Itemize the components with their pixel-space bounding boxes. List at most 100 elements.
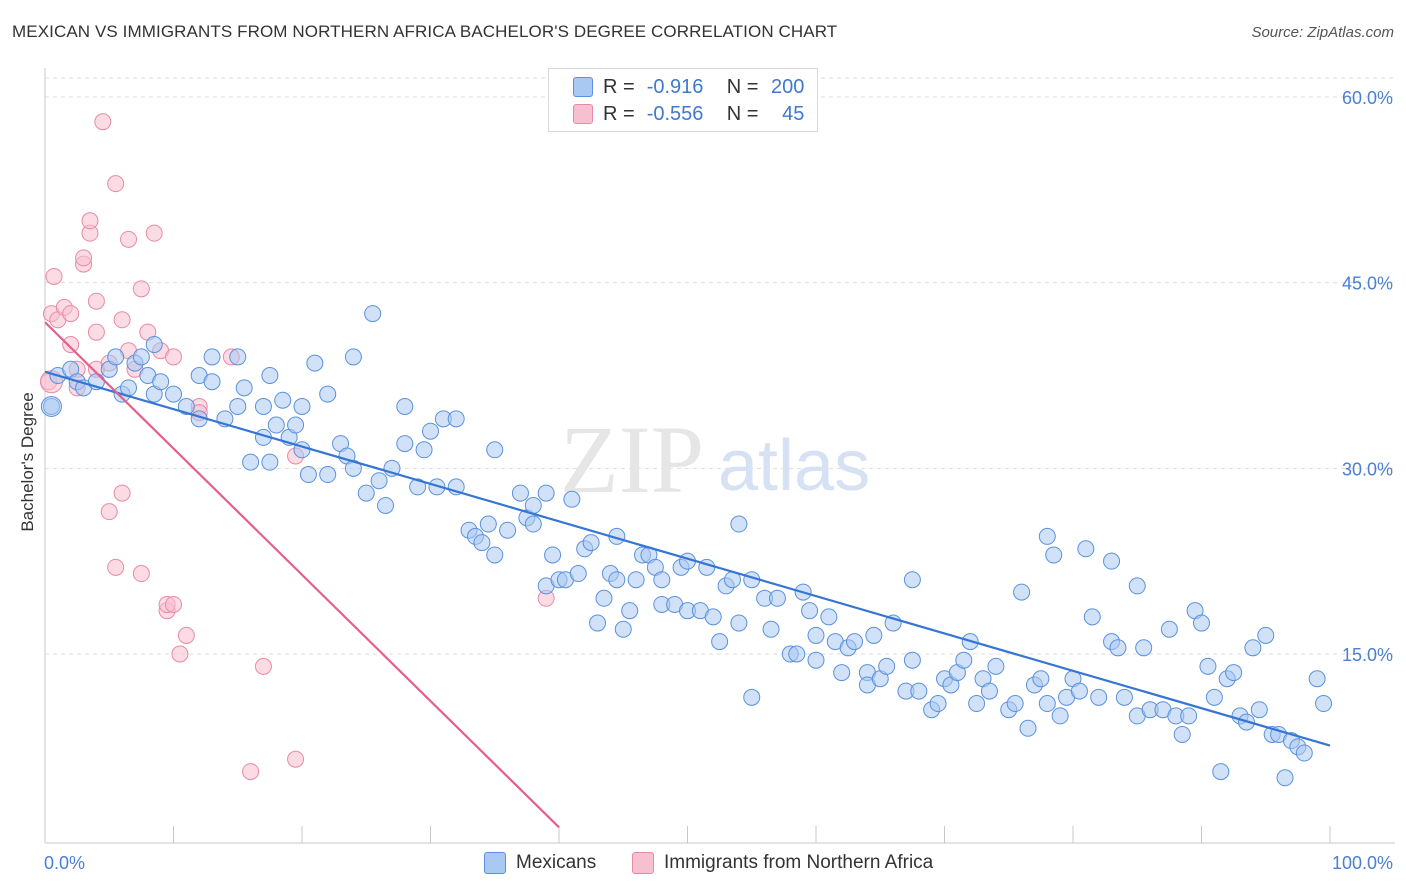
- data-point-mexicans: [1083, 608, 1101, 626]
- data-point-mexicans: [614, 620, 632, 638]
- data-point-immigrants: [132, 280, 150, 298]
- data-point-mexicans: [357, 484, 375, 502]
- data-point-mexicans: [235, 379, 253, 397]
- data-point-mexicans: [537, 484, 555, 502]
- data-point-immigrants: [113, 484, 131, 502]
- data-point-immigrants: [107, 175, 125, 193]
- y-tick-label: 30.0%: [1342, 459, 1393, 479]
- data-point-mexicans: [1051, 707, 1069, 725]
- data-point-mexicans: [1250, 701, 1268, 719]
- data-point-mexicans: [582, 534, 600, 552]
- data-point-mexicans: [377, 496, 395, 514]
- bottom-legend-mexicans: Mexicans: [484, 852, 596, 874]
- data-point-mexicans: [987, 657, 1005, 675]
- data-point-mexicans: [968, 695, 986, 713]
- data-point-mexicans: [1308, 670, 1326, 688]
- data-point-mexicans: [865, 626, 883, 644]
- data-point-mexicans: [409, 478, 427, 496]
- data-point-immigrants: [45, 267, 63, 285]
- data-point-mexicans: [1180, 707, 1198, 725]
- data-point-mexicans: [1090, 688, 1108, 706]
- data-point-immigrants: [62, 305, 80, 323]
- data-point-mexicans: [447, 410, 465, 428]
- data-point-mexicans: [267, 416, 285, 434]
- data-point-mexicans: [955, 651, 973, 669]
- data-point-mexicans: [653, 571, 671, 589]
- data-point-mexicans: [1135, 639, 1153, 657]
- y-tick-labels: 15.0% 30.0% 45.0% 60.0%: [1342, 88, 1393, 665]
- data-point-mexicans: [1244, 639, 1262, 657]
- data-point-mexicans: [524, 515, 542, 533]
- data-point-mexicans: [165, 385, 182, 403]
- x-tick-label: 100.0%: [1332, 853, 1393, 873]
- data-point-immigrants: [87, 292, 105, 310]
- data-point-mexicans: [1257, 626, 1275, 644]
- data-point-mexicans: [595, 589, 613, 607]
- bottom-legend-label-mexicans: Mexicans: [516, 852, 597, 873]
- axes: [44, 68, 1395, 844]
- data-point-mexicans: [903, 651, 921, 669]
- data-point-immigrants: [254, 657, 272, 675]
- bottom-legend-swatch-pink: [632, 852, 654, 874]
- data-point-mexicans: [287, 416, 305, 434]
- watermark: ZIP atlas: [560, 406, 870, 513]
- data-point-mexicans: [203, 373, 221, 391]
- data-point-mexicans: [1295, 744, 1313, 762]
- data-point-mexicans: [903, 571, 921, 589]
- data-point-mexicans: [306, 354, 324, 372]
- data-point-mexicans: [132, 348, 150, 366]
- data-point-immigrants: [75, 249, 93, 267]
- data-point-mexicans: [833, 664, 851, 682]
- legend-r-value: -0.556: [646, 102, 704, 125]
- data-point-mexicans: [801, 602, 819, 620]
- data-point-mexicans: [929, 695, 947, 713]
- data-point-mexicans: [730, 614, 748, 632]
- data-point-mexicans: [1103, 552, 1121, 570]
- data-point-immigrants: [177, 626, 195, 644]
- data-point-immigrants: [87, 323, 105, 341]
- data-point-immigrants: [120, 230, 138, 248]
- legend-r-label: R =: [603, 75, 635, 98]
- data-point-mexicans: [152, 373, 170, 391]
- data-point-mexicans-large: [40, 395, 62, 417]
- data-point-mexicans: [299, 466, 317, 484]
- data-point-mexicans: [743, 688, 761, 706]
- data-point-immigrants: [171, 645, 189, 663]
- chart-source: Source: ZipAtlas.com: [1251, 24, 1394, 41]
- data-point-mexicans: [415, 441, 433, 459]
- data-point-mexicans: [1225, 664, 1243, 682]
- bottom-legend-swatch-blue: [484, 852, 506, 874]
- data-point-mexicans: [396, 435, 414, 453]
- legend-swatch-pink: [573, 104, 593, 124]
- data-point-mexicans: [274, 391, 292, 409]
- data-point-mexicans: [479, 515, 497, 533]
- y-tick-label: 15.0%: [1342, 645, 1393, 665]
- data-point-immigrants: [81, 212, 99, 230]
- data-point-mexicans: [1038, 695, 1056, 713]
- data-point-mexicans: [177, 397, 195, 415]
- data-point-mexicans: [807, 626, 825, 644]
- data-point-mexicans: [608, 571, 626, 589]
- legend-n-value: 200: [771, 75, 805, 98]
- data-point-mexicans: [1019, 719, 1037, 737]
- data-point-mexicans: [1205, 688, 1223, 706]
- series-mexicans-points: [40, 305, 1333, 787]
- data-point-mexicans: [511, 484, 529, 502]
- data-point-mexicans: [486, 546, 504, 564]
- data-point-mexicans: [370, 472, 388, 490]
- data-point-mexicans: [1006, 695, 1024, 713]
- data-point-mexicans: [807, 651, 825, 669]
- trend-line-immigrants: [44, 321, 560, 829]
- data-point-immigrants: [62, 336, 80, 354]
- data-point-mexicans: [344, 459, 362, 477]
- data-point-mexicans: [569, 565, 587, 583]
- data-point-mexicans: [1032, 670, 1050, 688]
- trend-lines: [44, 321, 1331, 829]
- data-point-mexicans: [1193, 614, 1210, 632]
- data-point-mexicans: [242, 453, 260, 471]
- data-point-mexicans: [261, 453, 279, 471]
- bottom-legend-immigrants: Immigrants from Northern Africa: [632, 852, 933, 874]
- data-point-mexicans: [364, 305, 382, 323]
- data-point-mexicans: [1013, 583, 1031, 601]
